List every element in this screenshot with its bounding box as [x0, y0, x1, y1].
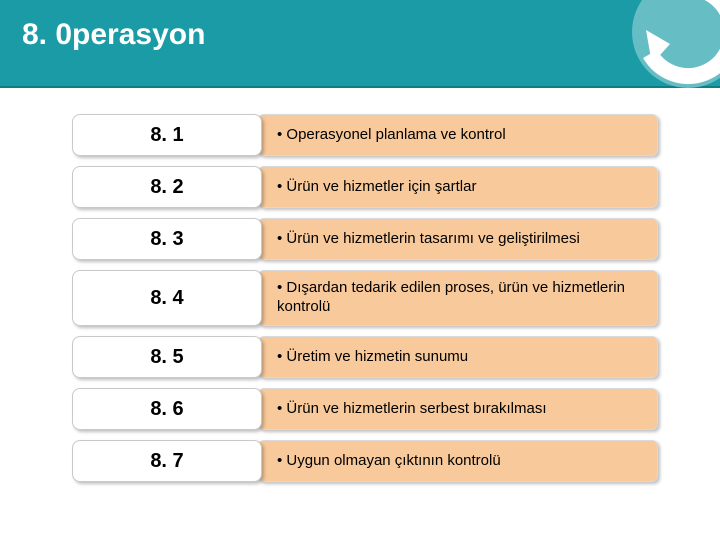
clause-description: • Dışardan tedarik edilen proses, ürün v… — [258, 270, 658, 326]
clause-number: 8. 7 — [72, 440, 262, 482]
clause-row: 8. 7 • Uygun olmayan çıktının kontrolü — [72, 440, 720, 482]
clause-number: 8. 6 — [72, 388, 262, 430]
clause-description: • Operasyonel planlama ve kontrol — [258, 114, 658, 156]
clause-description: • Ürün ve hizmetlerin serbest bırakılmas… — [258, 388, 658, 430]
page-title: 8. 0perasyon — [22, 18, 205, 52]
clause-row: 8. 2 • Ürün ve hizmetler için şartlar — [72, 166, 720, 208]
clause-row: 8. 5 • Üretim ve hizmetin sunumu — [72, 336, 720, 378]
clause-number: 8. 1 — [72, 114, 262, 156]
clause-row: 8. 1 • Operasyonel planlama ve kontrol — [72, 114, 720, 156]
clause-number: 8. 2 — [72, 166, 262, 208]
clause-row: 8. 3 • Ürün ve hizmetlerin tasarımı ve g… — [72, 218, 720, 260]
clause-description: • Ürün ve hizmetlerin tasarımı ve gelişt… — [258, 218, 658, 260]
clause-number: 8. 3 — [72, 218, 262, 260]
header-bar: 8. 0perasyon — [0, 0, 720, 88]
clause-row: 8. 4 • Dışardan tedarik edilen proses, ü… — [72, 270, 720, 326]
clause-number: 8. 5 — [72, 336, 262, 378]
clause-row: 8. 6 • Ürün ve hizmetlerin serbest bırak… — [72, 388, 720, 430]
clause-number: 8. 4 — [72, 270, 262, 326]
clause-description: • Üretim ve hizmetin sunumu — [258, 336, 658, 378]
clause-description: • Uygun olmayan çıktının kontrolü — [258, 440, 658, 482]
logo-circle-arrow-icon — [628, 0, 720, 92]
clause-list: 8. 1 • Operasyonel planlama ve kontrol 8… — [0, 88, 720, 482]
clause-description: • Ürün ve hizmetler için şartlar — [258, 166, 658, 208]
